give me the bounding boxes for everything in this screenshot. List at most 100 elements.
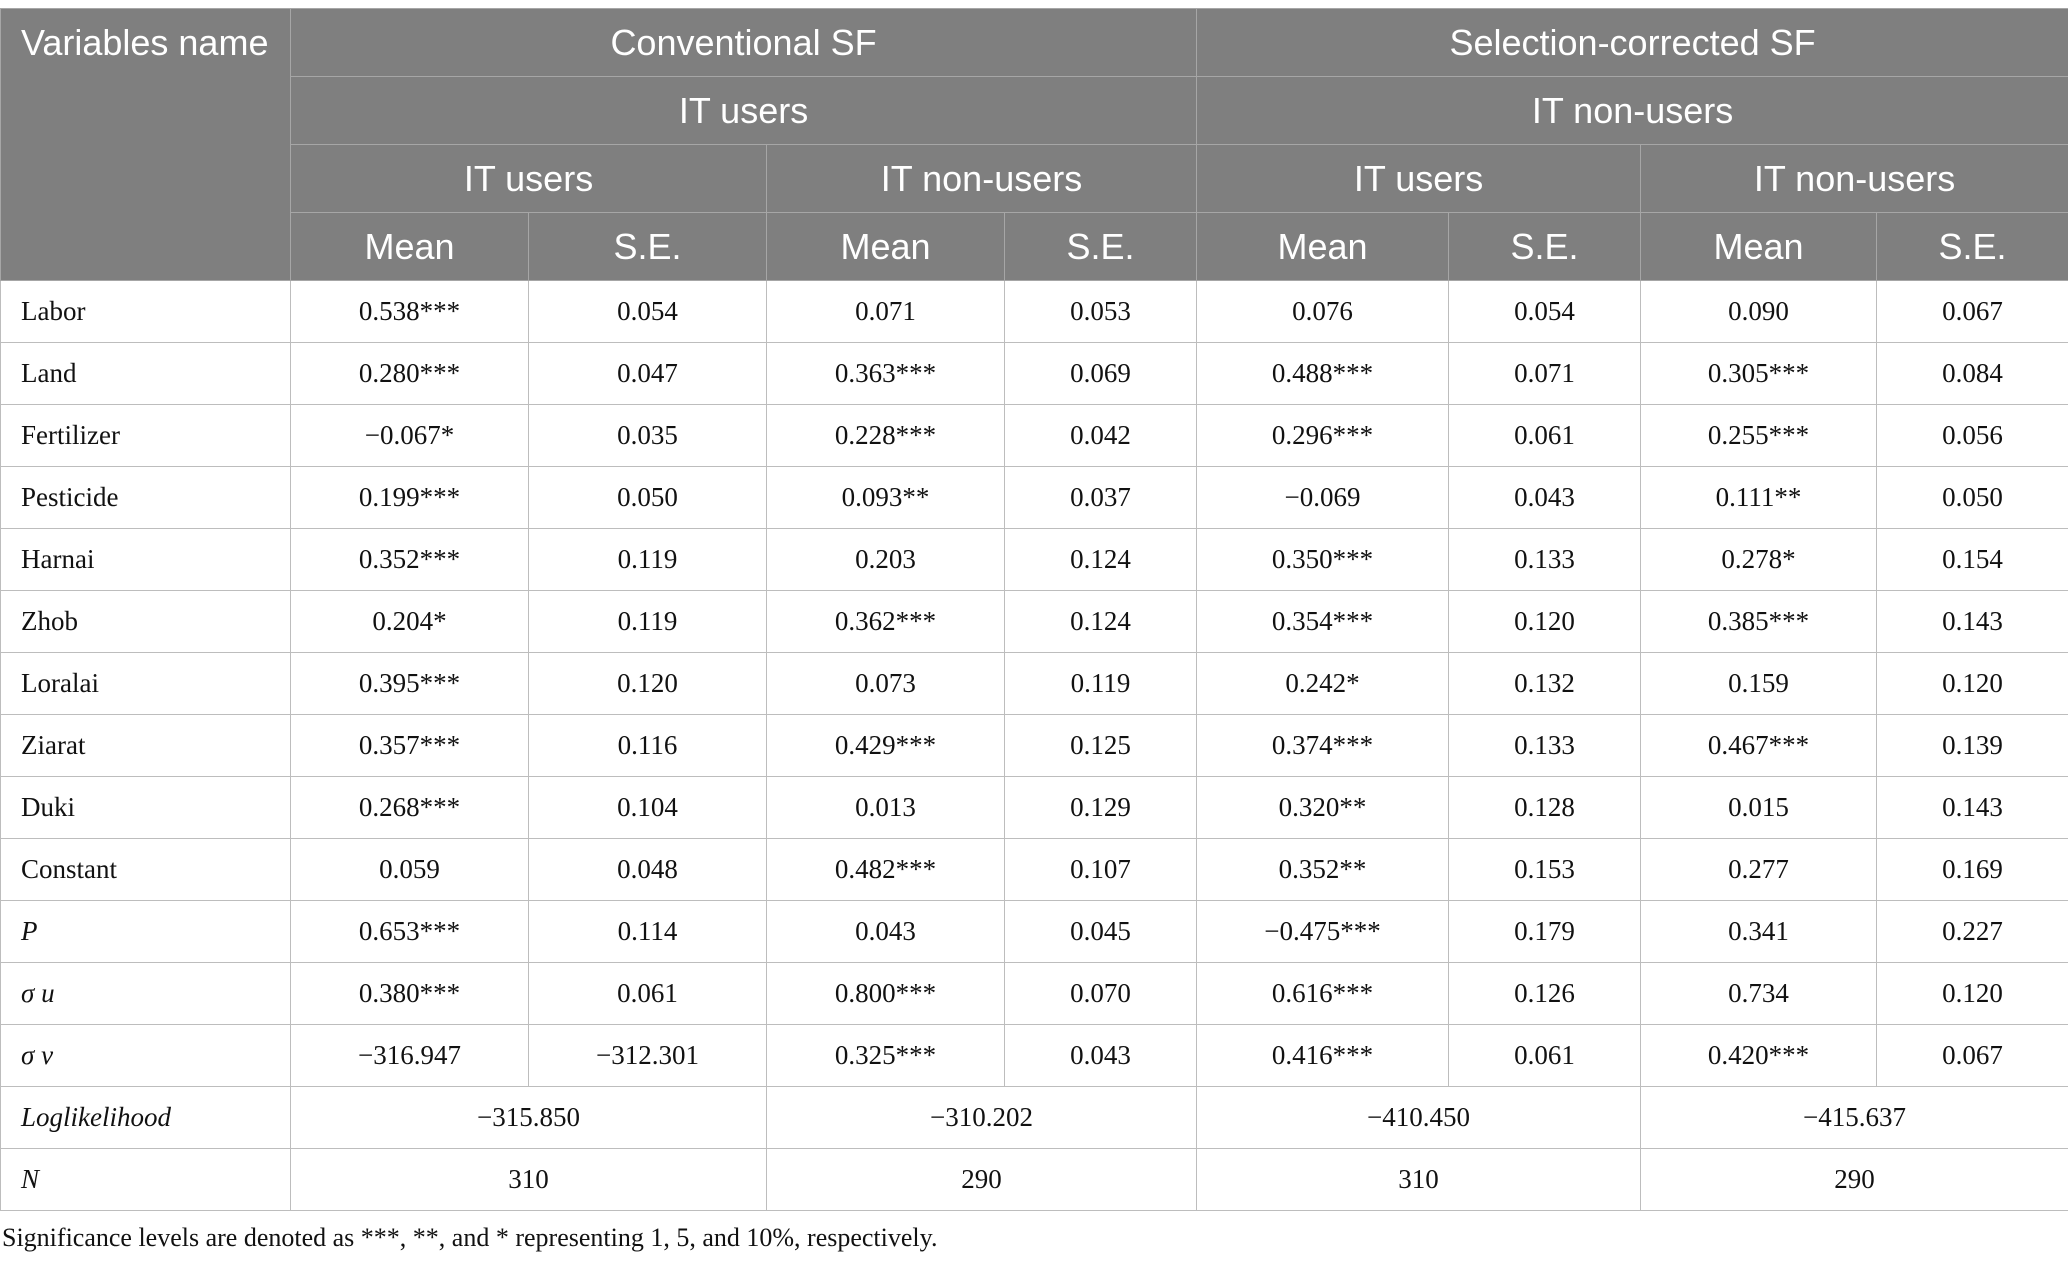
row-label: Ziarat bbox=[0, 714, 291, 777]
cell-mean: −0.475*** bbox=[1196, 900, 1450, 963]
cell-mean: 0.380*** bbox=[290, 962, 529, 1025]
cell-mean: 0.385*** bbox=[1640, 590, 1878, 653]
cell-se: 0.125 bbox=[1003, 714, 1198, 777]
cell-se: 0.067 bbox=[1876, 1024, 2068, 1087]
table-row: Fertilizer −0.067* 0.035 0.228*** 0.042 0.296… bbox=[0, 404, 2068, 467]
cell-se: 0.119 bbox=[528, 590, 767, 653]
cell-se: 0.056 bbox=[1876, 404, 2068, 467]
row-label: Pesticide bbox=[0, 466, 291, 529]
cell-mean: 0.350*** bbox=[1196, 528, 1450, 591]
cell-mean: −316.947 bbox=[290, 1024, 529, 1087]
table-row: Constant 0.059 0.048 0.482*** 0.107 0.352** 0.… bbox=[0, 838, 2068, 901]
cell-n: 310 bbox=[290, 1148, 767, 1211]
cell-mean: 0.280*** bbox=[290, 342, 529, 405]
cell-se: 0.037 bbox=[1003, 466, 1198, 529]
cell-se: 0.045 bbox=[1003, 900, 1198, 963]
cell-mean: −0.069 bbox=[1196, 466, 1450, 529]
cell-se: 0.153 bbox=[1448, 838, 1642, 901]
header-mean: Mean bbox=[766, 212, 1005, 281]
cell-se: 0.143 bbox=[1876, 776, 2068, 839]
cell-mean: 0.255*** bbox=[1640, 404, 1878, 467]
table-header: Variables name Conventional SF Selection… bbox=[0, 8, 2068, 281]
header-se: S.E. bbox=[1448, 212, 1642, 281]
table-row: Loralai 0.395*** 0.120 0.073 0.119 0.242* 0.13… bbox=[0, 652, 2068, 715]
cell-mean: 0.362*** bbox=[766, 590, 1005, 653]
header-it-users-conventional: IT users bbox=[290, 144, 767, 213]
row-label: Duki bbox=[0, 776, 291, 839]
cell-se: 0.050 bbox=[528, 466, 767, 529]
cell-se: 0.050 bbox=[1876, 466, 2068, 529]
cell-mean: 0.093** bbox=[766, 466, 1005, 529]
cell-n: 310 bbox=[1196, 1148, 1642, 1211]
cell-mean: 0.616*** bbox=[1196, 962, 1450, 1025]
cell-mean: 0.800*** bbox=[766, 962, 1005, 1025]
cell-mean: 0.416*** bbox=[1196, 1024, 1450, 1087]
cell-se: 0.124 bbox=[1003, 528, 1198, 591]
table-row: Labor 0.538*** 0.054 0.071 0.053 0.076 0.054 0.… bbox=[0, 280, 2068, 343]
cell-mean: 0.374*** bbox=[1196, 714, 1450, 777]
cell-mean: 0.268*** bbox=[290, 776, 529, 839]
cell-se: 0.120 bbox=[1876, 962, 2068, 1025]
row-label: Zhob bbox=[0, 590, 291, 653]
cell-n: 290 bbox=[765, 1148, 1198, 1211]
cell-se: 0.042 bbox=[1003, 404, 1198, 467]
cell-se: 0.179 bbox=[1448, 900, 1642, 963]
cell-mean: 0.043 bbox=[766, 900, 1005, 963]
cell-loglikelihood: −315.850 bbox=[290, 1086, 767, 1149]
cell-mean: 0.734 bbox=[1640, 962, 1878, 1025]
cell-se: 0.132 bbox=[1448, 652, 1642, 715]
row-label: Loralai bbox=[0, 652, 291, 715]
cell-se: 0.061 bbox=[528, 962, 767, 1025]
row-label: Loglikelihood bbox=[0, 1086, 291, 1149]
cell-se: 0.120 bbox=[528, 652, 767, 715]
cell-mean: 0.653*** bbox=[290, 900, 529, 963]
table-row: σ u 0.380*** 0.061 0.800*** 0.070 0.616*** 0.1… bbox=[0, 962, 2068, 1025]
cell-se: 0.169 bbox=[1876, 838, 2068, 901]
cell-se: 0.119 bbox=[1003, 652, 1198, 715]
table-body: Labor 0.538*** 0.054 0.071 0.053 0.076 0.054 0.… bbox=[0, 280, 2068, 1211]
row-label: Harnai bbox=[0, 528, 291, 591]
cell-mean: 0.354*** bbox=[1196, 590, 1450, 653]
cell-mean: 0.242* bbox=[1196, 652, 1450, 715]
cell-mean: 0.352** bbox=[1196, 838, 1450, 901]
table-row: Pesticide 0.199*** 0.050 0.093** 0.037 −0.069… bbox=[0, 466, 2068, 529]
cell-mean: 0.296*** bbox=[1196, 404, 1450, 467]
cell-mean: 0.228*** bbox=[766, 404, 1005, 467]
cell-se: 0.227 bbox=[1876, 900, 2068, 963]
header-conventional-sf: Conventional SF bbox=[289, 8, 1198, 77]
cell-se: 0.143 bbox=[1876, 590, 2068, 653]
cell-mean: 0.090 bbox=[1640, 280, 1878, 343]
cell-se: 0.061 bbox=[1448, 404, 1642, 467]
cell-se: 0.054 bbox=[528, 280, 767, 343]
cell-mean: 0.305*** bbox=[1640, 342, 1878, 405]
cell-mean: −0.067* bbox=[290, 404, 529, 467]
header-selection-corrected-sf: Selection-corrected SF bbox=[1196, 8, 2068, 77]
cell-se: 0.126 bbox=[1448, 962, 1642, 1025]
header-se: S.E. bbox=[1876, 212, 2068, 281]
cell-mean: 0.204* bbox=[290, 590, 529, 653]
cell-mean: 0.013 bbox=[766, 776, 1005, 839]
cell-se: 0.035 bbox=[528, 404, 767, 467]
results-table-container: Variables name Conventional SF Selection… bbox=[0, 8, 2068, 1253]
results-table: Variables name Conventional SF Selection… bbox=[0, 8, 2068, 1211]
header-mean: Mean bbox=[1640, 212, 1878, 281]
cell-loglikelihood: −310.202 bbox=[765, 1086, 1198, 1149]
cell-mean: 0.467*** bbox=[1640, 714, 1878, 777]
cell-mean: 0.203 bbox=[766, 528, 1005, 591]
header-se: S.E. bbox=[528, 212, 767, 281]
cell-se: 0.120 bbox=[1448, 590, 1642, 653]
cell-mean: 0.199*** bbox=[290, 466, 529, 529]
cell-mean: 0.111** bbox=[1640, 466, 1878, 529]
cell-se: 0.124 bbox=[1003, 590, 1198, 653]
row-label: Fertilizer bbox=[0, 404, 291, 467]
table-row: Land 0.280*** 0.047 0.363*** 0.069 0.488*** 0.… bbox=[0, 342, 2068, 405]
cell-se: 0.133 bbox=[1448, 528, 1642, 591]
table-row: Ziarat 0.357*** 0.116 0.429*** 0.125 0.374***… bbox=[0, 714, 2068, 777]
row-label: Labor bbox=[0, 280, 291, 343]
cell-mean: 0.429*** bbox=[766, 714, 1005, 777]
header-se: S.E. bbox=[1003, 212, 1198, 281]
cell-se: 0.128 bbox=[1448, 776, 1642, 839]
table-row: Harnai 0.352*** 0.119 0.203 0.124 0.350*** 0.1… bbox=[0, 528, 2068, 591]
cell-mean: 0.488*** bbox=[1196, 342, 1450, 405]
header-mean: Mean bbox=[290, 212, 529, 281]
